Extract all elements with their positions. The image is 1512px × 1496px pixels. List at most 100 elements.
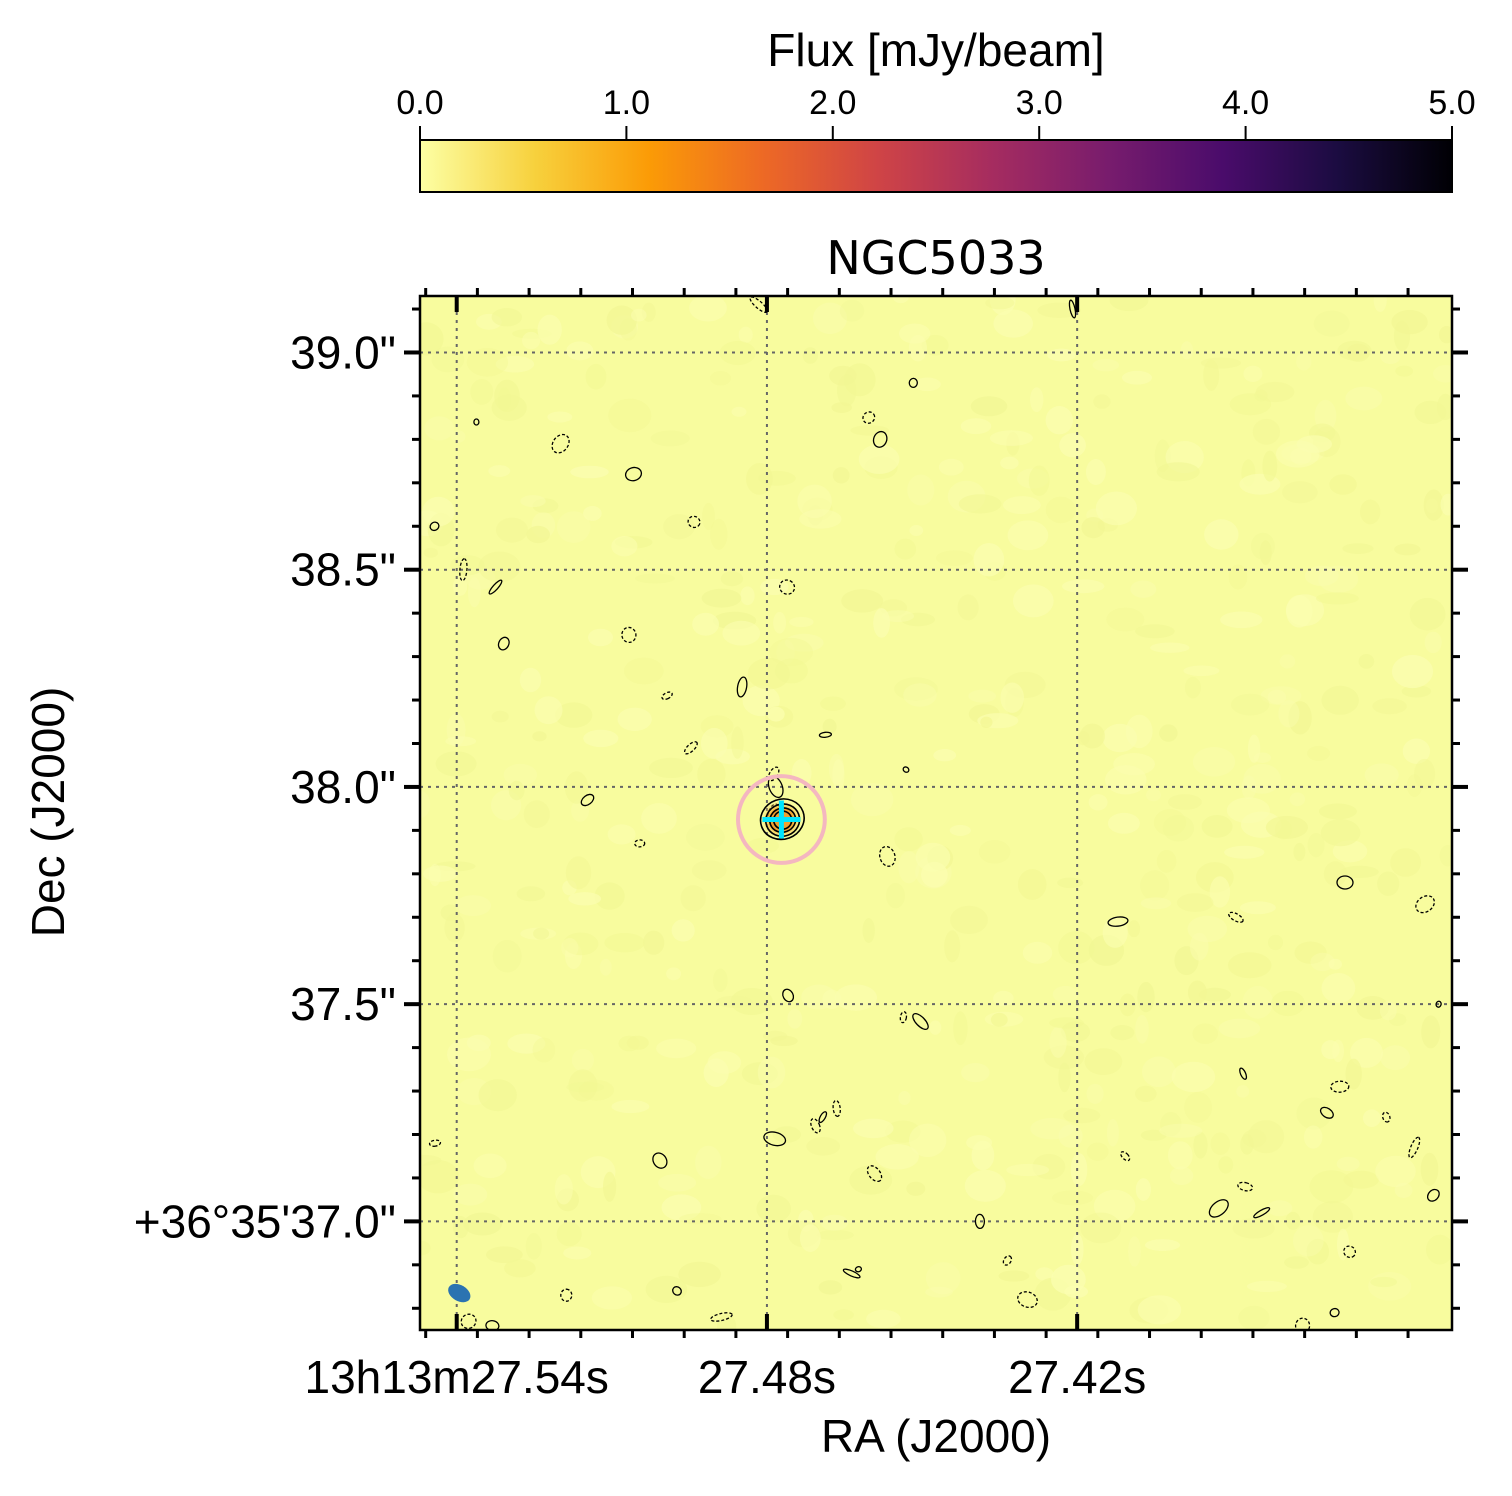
beam-ellipse bbox=[448, 1283, 471, 1303]
noise-blob bbox=[1162, 814, 1195, 842]
noise-blob bbox=[1401, 685, 1432, 698]
noise-blob bbox=[970, 396, 1008, 417]
noise-blob bbox=[1200, 357, 1242, 369]
noise-blob bbox=[1128, 1236, 1141, 1267]
noise-blob bbox=[1394, 543, 1421, 556]
noise-blob bbox=[935, 550, 973, 566]
noise-blob bbox=[563, 1246, 592, 1260]
noise-blob bbox=[719, 340, 756, 366]
noise-blob bbox=[1388, 1013, 1407, 1026]
noise-blob bbox=[1241, 775, 1257, 800]
noise-blob bbox=[525, 1233, 542, 1260]
noise-blob bbox=[1187, 980, 1207, 1005]
noise-blob bbox=[522, 331, 541, 350]
noise-blob bbox=[760, 578, 789, 596]
noise-blob bbox=[831, 402, 852, 413]
noise-blob bbox=[1255, 381, 1295, 403]
noise-contour bbox=[872, 430, 888, 448]
noise-blob bbox=[881, 610, 915, 623]
noise-blob bbox=[1228, 564, 1248, 590]
noise-blob bbox=[1284, 1256, 1309, 1269]
noise-contour bbox=[1017, 1291, 1038, 1309]
noise-blob bbox=[1375, 1155, 1416, 1188]
noise-blob bbox=[866, 1309, 901, 1329]
noise-blob bbox=[564, 771, 589, 804]
noise-blob bbox=[832, 467, 850, 484]
colorbar-tick-label: 2.0 bbox=[809, 84, 856, 122]
noise-blob bbox=[537, 314, 562, 345]
noise-contour bbox=[1239, 1067, 1248, 1080]
noise-blob bbox=[998, 1270, 1030, 1282]
noise-blob bbox=[631, 308, 647, 322]
noise-blob bbox=[968, 689, 997, 703]
noise-blob bbox=[1135, 1178, 1151, 1201]
noise-blob bbox=[611, 536, 638, 557]
noise-blob bbox=[722, 620, 761, 646]
noise-blob bbox=[1062, 579, 1105, 594]
noise-blob bbox=[1201, 815, 1233, 838]
noise-blob bbox=[1093, 394, 1111, 409]
noise-blob bbox=[1081, 517, 1105, 539]
x-tick-label: 13h13m27.54s bbox=[305, 1351, 609, 1403]
noise-blob bbox=[445, 736, 477, 747]
noise-blob bbox=[1017, 869, 1047, 900]
noise-blob bbox=[1306, 1238, 1330, 1265]
noise-blob bbox=[1144, 1239, 1181, 1251]
noise-blob bbox=[953, 1011, 968, 1046]
noise-blob bbox=[599, 958, 612, 976]
noise-contour bbox=[621, 626, 637, 644]
noise-blob bbox=[710, 518, 728, 550]
noise-blob bbox=[1156, 462, 1200, 482]
noise-blob bbox=[1289, 792, 1306, 807]
noise-blob bbox=[1137, 1295, 1182, 1325]
noise-blob bbox=[1275, 819, 1292, 840]
noise-blob bbox=[1309, 1170, 1354, 1204]
noise-blob bbox=[1268, 934, 1283, 951]
noise-blob bbox=[494, 379, 520, 413]
noise-blob bbox=[1296, 1097, 1332, 1130]
noise-blob bbox=[1345, 386, 1383, 411]
noise-contour bbox=[652, 1152, 668, 1169]
noise-blob bbox=[1423, 489, 1444, 521]
noise-contour bbox=[1435, 1000, 1442, 1008]
noise-blob bbox=[820, 696, 846, 711]
noise-blob bbox=[858, 444, 900, 475]
noise-blob bbox=[1135, 624, 1175, 639]
noise-blob bbox=[1022, 941, 1053, 964]
noise-blob bbox=[909, 525, 924, 536]
noise-blob bbox=[563, 932, 599, 956]
noise-blob bbox=[1030, 1117, 1074, 1140]
noise-blob bbox=[993, 309, 1033, 338]
y-tick-label: 39.0" bbox=[290, 326, 396, 378]
noise-blob bbox=[488, 465, 511, 477]
noise-blob bbox=[1102, 723, 1138, 753]
noise-blob bbox=[1414, 758, 1436, 790]
noise-blob bbox=[608, 398, 652, 433]
noise-blob bbox=[1084, 1048, 1123, 1075]
noise-blob bbox=[1119, 993, 1136, 1017]
noise-blob bbox=[678, 1261, 721, 1288]
noise-blob bbox=[467, 577, 481, 608]
noise-blob bbox=[1142, 1056, 1176, 1088]
noise-blob bbox=[833, 1309, 854, 1321]
noise-blob bbox=[691, 860, 727, 881]
noise-contour bbox=[672, 1286, 682, 1296]
noise-blob bbox=[802, 347, 818, 364]
noise-blob bbox=[1146, 788, 1161, 802]
noise-blob bbox=[1028, 465, 1050, 496]
noise-blob bbox=[799, 509, 842, 529]
noise-blob bbox=[583, 505, 602, 521]
noise-blob bbox=[980, 716, 993, 728]
noise-blob bbox=[822, 718, 837, 735]
noise-contour bbox=[1237, 1181, 1254, 1192]
source-marker-circle bbox=[736, 774, 827, 865]
noise-blob bbox=[1313, 310, 1350, 337]
noise-blob bbox=[519, 667, 542, 693]
noise-contour bbox=[866, 1165, 883, 1183]
noise-blob bbox=[925, 1286, 953, 1298]
noise-contour bbox=[661, 691, 673, 701]
noise-contour bbox=[1068, 299, 1077, 319]
noise-blob bbox=[769, 637, 813, 667]
noise-blob bbox=[1127, 920, 1141, 938]
noise-blob bbox=[571, 799, 590, 822]
